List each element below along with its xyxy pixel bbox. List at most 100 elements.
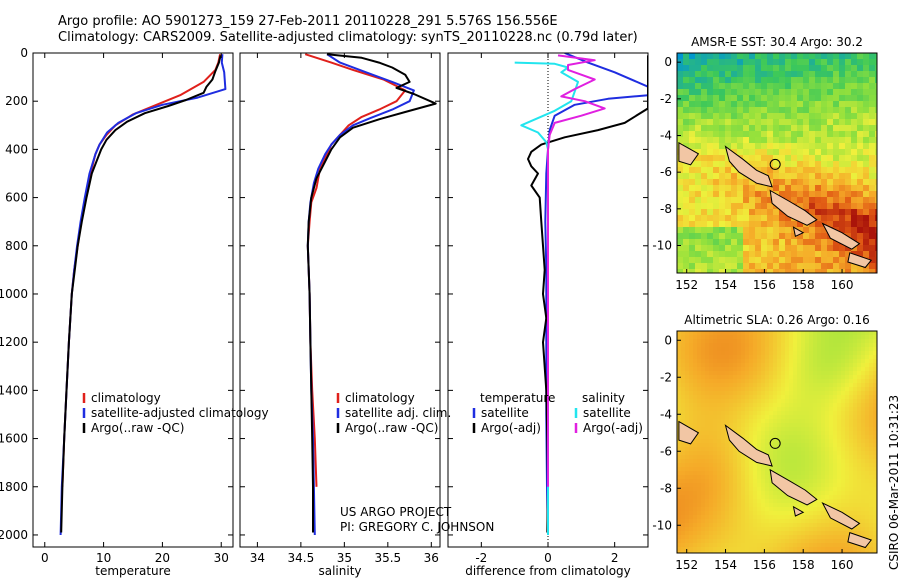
sla_map-cell — [797, 399, 802, 404]
sla_map-cell — [837, 499, 842, 504]
sst_map-cell — [695, 71, 702, 78]
sla_map-cell — [753, 407, 758, 412]
sst_map-cell — [839, 143, 846, 150]
sla_map-cell — [869, 343, 874, 348]
sla_map-cell — [753, 435, 758, 440]
sla_map-cell — [841, 343, 846, 348]
sla_map-cell — [749, 463, 754, 468]
sst_map-cell — [689, 251, 696, 258]
sst_map-cell — [791, 101, 798, 108]
sla_map-cell — [677, 519, 682, 524]
sst_map-cell — [713, 191, 720, 198]
sst_map-cell — [833, 197, 840, 204]
sst_map-cell — [677, 251, 684, 258]
sst_map-cell — [761, 59, 768, 66]
sla_map-cell — [757, 447, 762, 452]
sla_map-cell — [833, 423, 838, 428]
sla_map-cell — [805, 351, 810, 356]
sla_map-cell — [713, 487, 718, 492]
sla_map-cell — [685, 523, 690, 528]
sla_map-cell — [773, 519, 778, 524]
sla_map-cell — [857, 475, 862, 480]
sst_map-cell — [683, 197, 690, 204]
sla_map-cell — [813, 355, 818, 360]
sst_map-cell — [797, 167, 804, 174]
sst_map-cell — [869, 269, 876, 273]
sla_map-cell — [681, 535, 686, 540]
sla_map-cell — [861, 407, 866, 412]
sla_map-cell — [761, 487, 766, 492]
sst_map-cell — [815, 233, 822, 240]
sla_map-cell — [765, 543, 770, 548]
sst_map-cell — [827, 119, 834, 126]
sla_map-cell — [753, 523, 758, 528]
sla_map-cell — [845, 495, 850, 500]
sla_map-cell — [757, 495, 762, 500]
sla_map-cell — [737, 387, 742, 392]
sla_map-cell — [717, 371, 722, 376]
sla_map-cell — [693, 487, 698, 492]
sla_map-cell — [713, 451, 718, 456]
sla_map-cell — [817, 455, 822, 460]
sla_map-cell — [713, 459, 718, 464]
sla_map-cell — [797, 451, 802, 456]
sla_map-cell — [721, 431, 726, 436]
sla_map-cell — [825, 411, 830, 416]
sst_map-cell — [701, 227, 708, 234]
sst_map-cell — [851, 137, 858, 144]
sla_map-cell — [693, 551, 698, 553]
sla_map-cell — [689, 511, 694, 516]
sla_map-cell — [677, 475, 682, 480]
sla_map-cell — [685, 471, 690, 476]
sla_map-cell — [809, 447, 814, 452]
sla_map-cell — [781, 435, 786, 440]
sla_map-cell — [721, 483, 726, 488]
sla_map-cell — [733, 475, 738, 480]
sla_map-cell — [697, 479, 702, 484]
sst_map-cell — [785, 185, 792, 192]
sla_map-cell — [745, 395, 750, 400]
sst_map-cell — [821, 77, 828, 84]
sla_map-cell — [705, 531, 710, 536]
sla_map-cell — [829, 415, 834, 420]
sla_map-cell — [749, 539, 754, 544]
sla_map-cell — [769, 459, 774, 464]
sst_map-cell — [875, 197, 877, 204]
sla_map-cell — [701, 543, 706, 548]
sst_map-cell — [773, 167, 780, 174]
sla_map-cell — [781, 467, 786, 472]
sst_map-cell — [749, 149, 756, 156]
timestamp-stamp: CSIRO 06-Mar-2011 10:31:23 — [887, 395, 900, 570]
sst_map-cell — [785, 137, 792, 144]
sla_map-cell — [813, 483, 818, 488]
sla_map-cell — [789, 415, 794, 420]
sla_map-cell — [689, 347, 694, 352]
sla_map-cell — [861, 351, 866, 356]
sla_map-cell — [741, 535, 746, 540]
sst_map-cell — [767, 77, 774, 84]
sla_map-cell — [837, 379, 842, 384]
sst_map-cell — [773, 131, 780, 138]
sla_map-cell — [757, 331, 762, 336]
sst_map-cell — [851, 233, 858, 240]
sla_map-cell — [845, 359, 850, 364]
sla_map-cell — [837, 491, 842, 496]
sst_map-cell — [839, 59, 846, 66]
sla_map-cell — [857, 471, 862, 476]
sla_map-cell — [865, 463, 870, 468]
sla_map-cell — [841, 423, 846, 428]
sla_map-cell — [809, 351, 814, 356]
sst_map-cell — [743, 53, 750, 60]
sst_map-cell — [869, 155, 876, 162]
map-x-tick-label: 156 — [753, 558, 776, 572]
sla_map-cell — [753, 383, 758, 388]
sla_map-cell — [777, 383, 782, 388]
sla_map-cell — [821, 363, 826, 368]
sst_map-cell — [803, 65, 810, 72]
sla_map-cell — [713, 499, 718, 504]
sla_map-cell — [713, 491, 718, 496]
sla_map-cell — [721, 355, 726, 360]
sla_map-cell — [809, 367, 814, 372]
sla_map-cell — [873, 331, 877, 336]
